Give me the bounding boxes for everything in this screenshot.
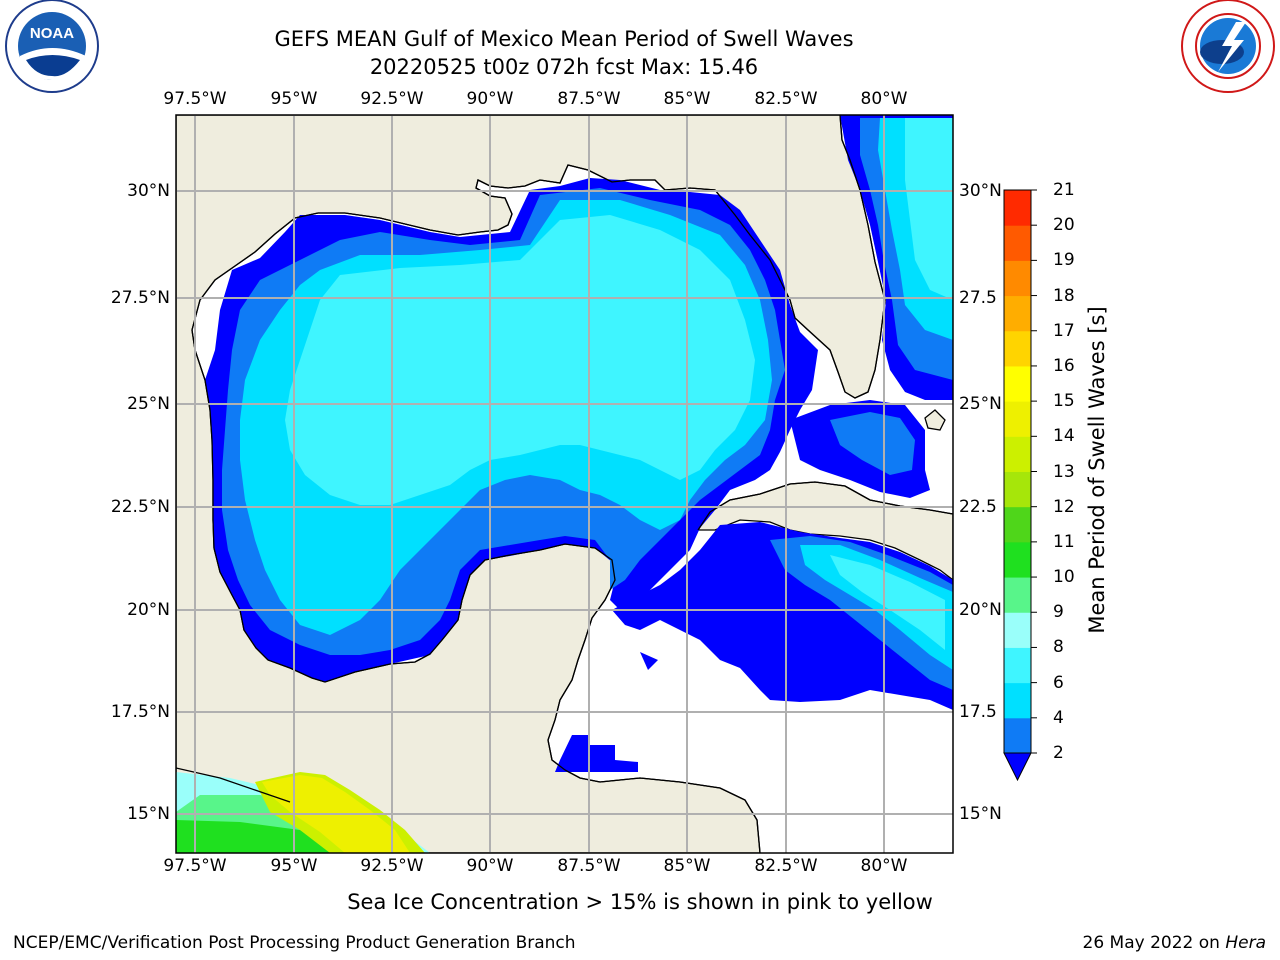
colorbar-segment — [1004, 471, 1031, 508]
graticule — [176, 115, 953, 853]
lon-tick-label: 80°W — [860, 89, 908, 109]
lat-tick-label: 30°N — [959, 181, 1002, 201]
lon-tick-label: 97.5°W — [163, 89, 227, 109]
sea-ice-note-text: Sea Ice Concentration > 15% is shown in … — [347, 890, 933, 914]
lat-tick-label: 15°N — [127, 804, 170, 824]
colorbar-tick-label: 6 — [1053, 672, 1064, 693]
colorbar-tick-label: 11 — [1053, 531, 1075, 552]
lat-tick-label: 25°N — [959, 394, 1002, 414]
lon-tick-label: 90°W — [466, 856, 514, 876]
sea-ice-note: Sea Ice Concentration > 15% is shown in … — [0, 890, 1280, 914]
lon-tick-label: 92.5°W — [360, 856, 424, 876]
colorbar-segment — [1004, 506, 1031, 543]
colorbar-tick-label: 16 — [1053, 355, 1075, 376]
lat-tick-label: 17.5°N — [110, 702, 170, 722]
lon-tick-label: 85°W — [663, 89, 711, 109]
colorbar-segment — [1004, 612, 1031, 648]
lat-tick-label: 17.5 — [959, 702, 997, 722]
colorbar-tick-label: 8 — [1053, 637, 1064, 658]
lon-tick-label: 82.5°W — [754, 89, 818, 109]
lat-tick-label: 20°N — [127, 600, 170, 620]
colorbar-tick-label: 21 — [1053, 180, 1075, 200]
colorbar-segment — [1004, 295, 1031, 332]
lat-tick-label: 22.5 — [959, 497, 997, 517]
nws-logo — [1181, 0, 1275, 93]
colorbar-segment — [1004, 682, 1031, 719]
colorbar-segment — [1004, 260, 1031, 297]
lat-tick-label: 20°N — [959, 600, 1002, 620]
colorbar-segment — [1004, 541, 1031, 578]
lat-tick-label: 27.5 — [959, 288, 997, 308]
footer-credit: NCEP/EMC/Verification Post Processing Pr… — [13, 933, 576, 953]
noaa-logo: NOAA — [5, 0, 99, 93]
colorbar-segment — [1004, 190, 1031, 226]
colorbar-segment — [1004, 330, 1031, 367]
lat-tick-label: 27.5°N — [110, 288, 170, 308]
colorbar-tick-label: 20 — [1053, 215, 1075, 236]
chart-title: GEFS MEAN Gulf of Mexico Mean Period of … — [274, 27, 854, 51]
lon-tick-label: 92.5°W — [360, 89, 424, 109]
colorbar-tick-label: 2 — [1053, 743, 1064, 763]
colorbar-segment — [1004, 365, 1031, 402]
colorbar-tick-label: 14 — [1053, 426, 1075, 447]
colorbar-segment — [1004, 401, 1031, 437]
colorbar-tick-label: 9 — [1053, 602, 1064, 623]
lon-tick-label: 90°W — [466, 89, 514, 109]
colorbar-under-extension — [1003, 752, 1032, 782]
colorbar-title: Mean Period of Swell Waves [s] — [1085, 306, 1109, 634]
colorbar-segment — [1004, 647, 1031, 684]
colorbar-segment — [1004, 225, 1031, 261]
lon-tick-label: 97.5°W — [163, 856, 227, 876]
colorbar-segment — [1004, 717, 1031, 754]
noaa-logo-text: NOAA — [30, 25, 74, 42]
map-frame — [175, 114, 954, 854]
colorbar — [1003, 189, 1037, 782]
footer-date: 26 May 2022 on Hera — [1083, 933, 1267, 953]
lat-tick-label: 30°N — [127, 181, 170, 201]
lon-tick-label: 87.5°W — [557, 856, 621, 876]
lat-tick-label: 25°N — [127, 394, 170, 414]
footer-host: Hera — [1225, 933, 1266, 953]
lon-tick-label: 82.5°W — [754, 856, 818, 876]
colorbar-segment — [1004, 577, 1031, 613]
colorbar-tick-label: 4 — [1053, 707, 1064, 728]
swell-field — [176, 115, 953, 853]
colorbar-tick-label: 13 — [1053, 461, 1075, 482]
lon-tick-label: 95°W — [270, 856, 318, 876]
lon-tick-label: 95°W — [270, 89, 318, 109]
colorbar-segment — [1004, 436, 1031, 472]
colorbar-tick-label: 17 — [1053, 320, 1075, 341]
colorbar-tick-label: 10 — [1053, 567, 1075, 588]
lon-tick-label: 85°W — [663, 856, 711, 876]
colorbar-tick-label: 12 — [1053, 496, 1075, 517]
lon-tick-label: 87.5°W — [557, 89, 621, 109]
colorbar-tick-label: 18 — [1053, 285, 1075, 306]
chart-subtitle: 20220525 t00z 072h fcst Max: 15.46 — [369, 55, 759, 79]
colorbar-tick-label: 19 — [1053, 250, 1075, 271]
lat-tick-label: 22.5°N — [110, 497, 170, 517]
colorbar-tick-label: 15 — [1053, 391, 1075, 412]
footer-date-text: 26 May 2022 on — [1082, 933, 1226, 953]
lat-tick-label: 15°N — [959, 804, 1002, 824]
lon-tick-label: 80°W — [860, 856, 908, 876]
